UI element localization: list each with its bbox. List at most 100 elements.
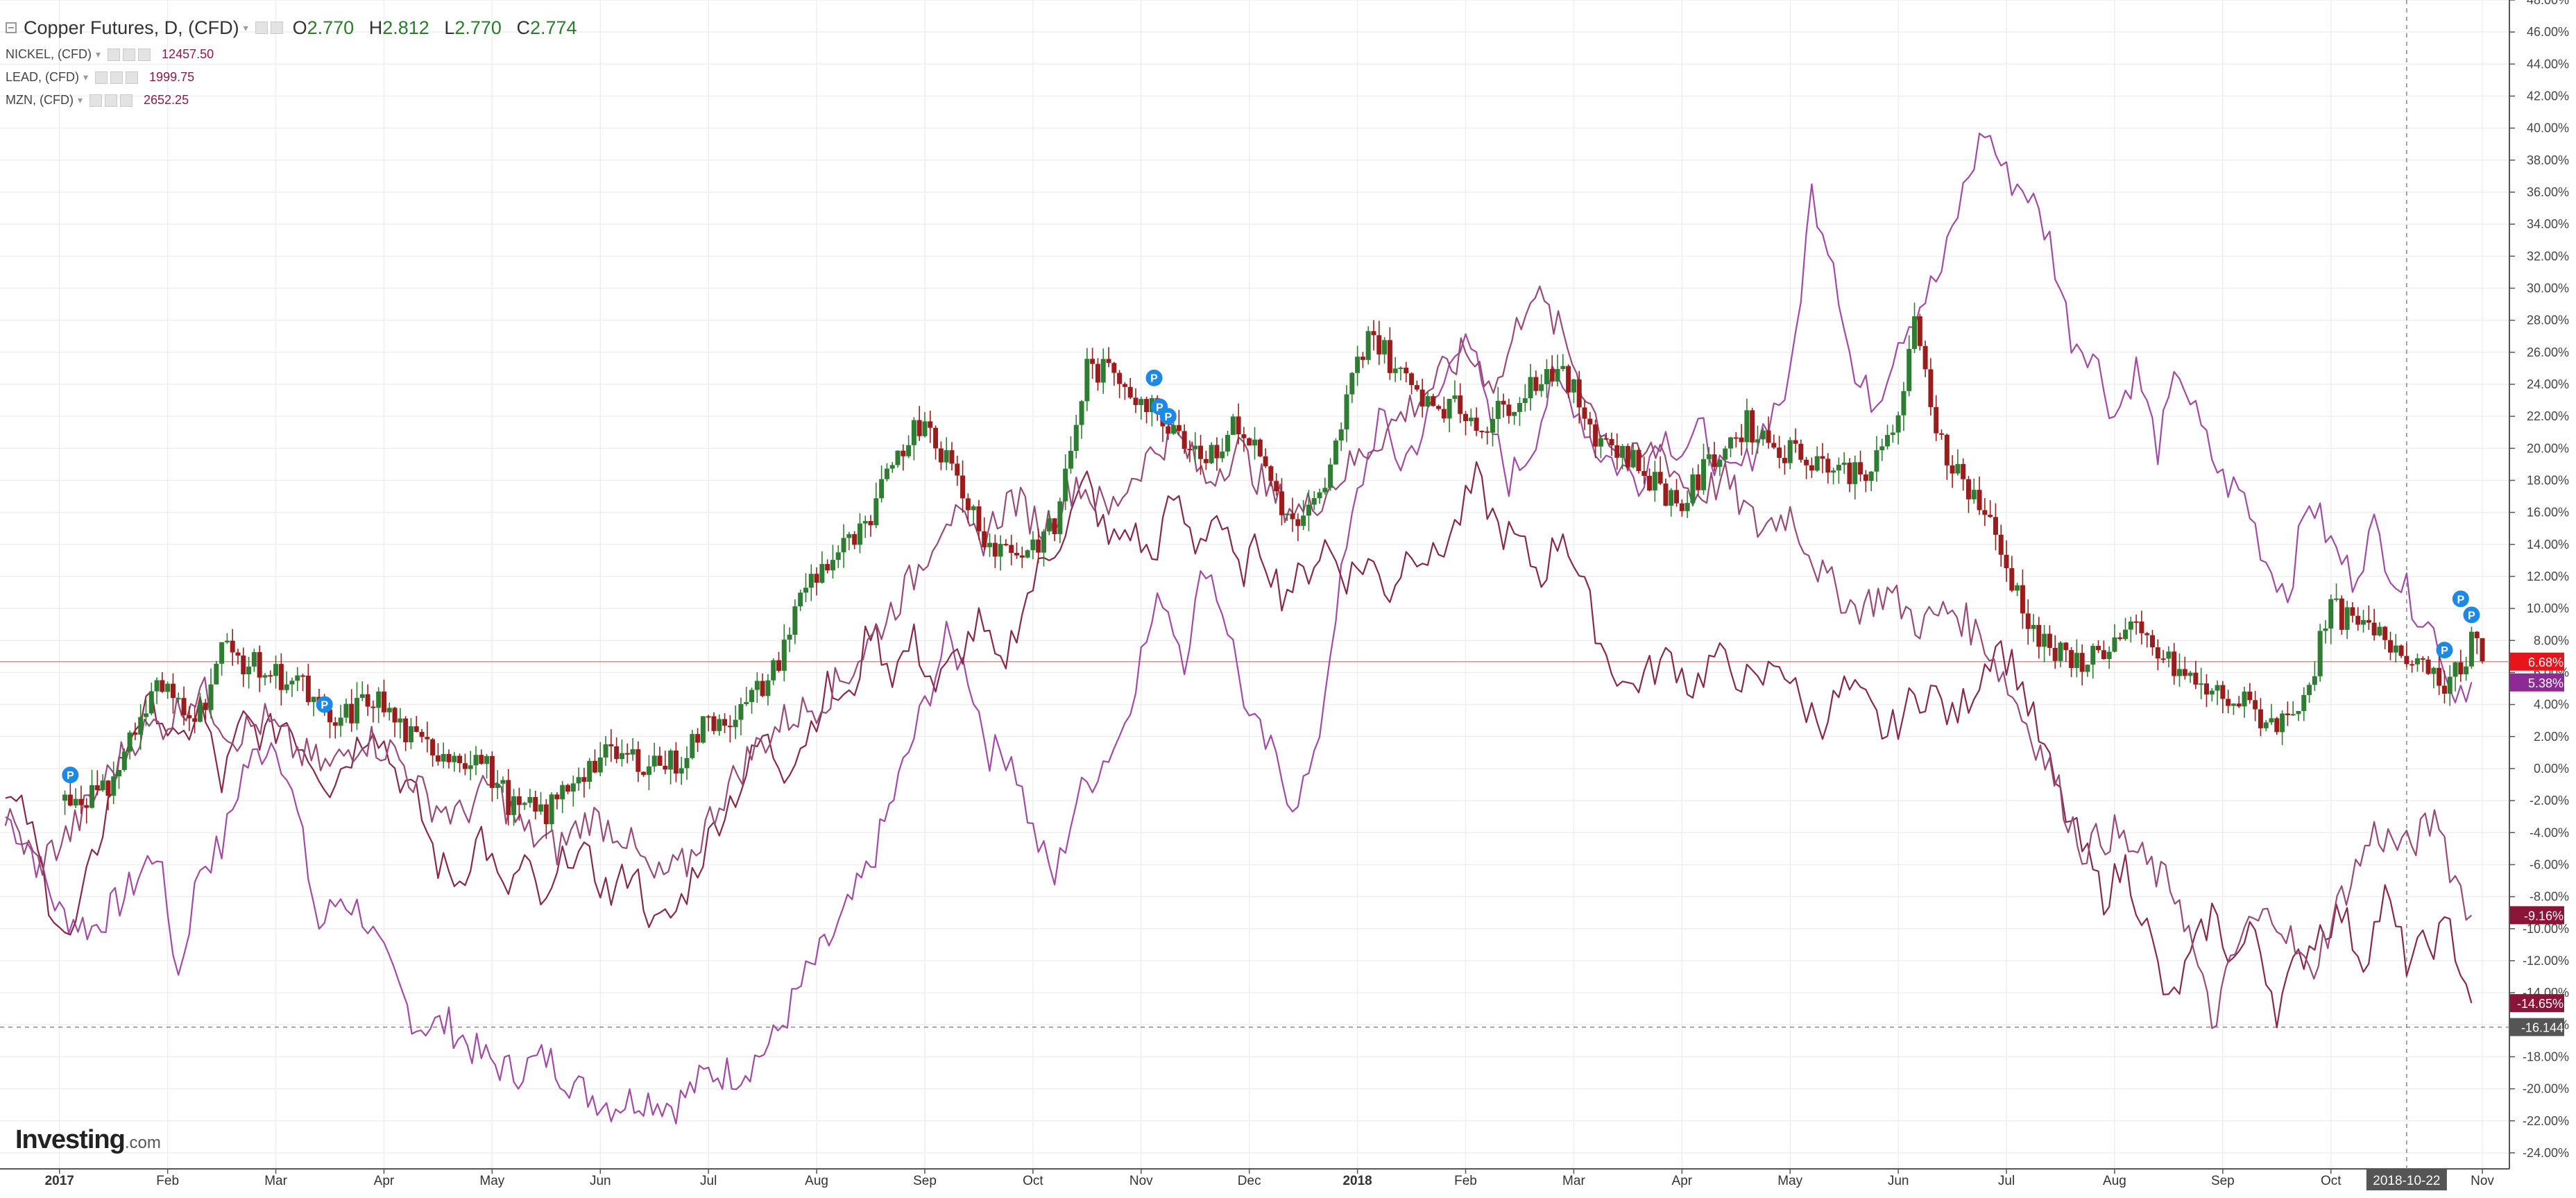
x-tick-label: Feb (1454, 1174, 1477, 1188)
candle-down (1187, 449, 1193, 451)
candle-down (1133, 397, 1138, 405)
collapse-legend-icon[interactable] (6, 22, 17, 33)
legend-study-mzn[interactable]: MZN, (CFD) ▾ 2652.25 (6, 89, 587, 112)
candle-down (1095, 363, 1100, 383)
candle-up (219, 642, 225, 664)
candle-up (1328, 464, 1333, 488)
candle-down (1809, 465, 1814, 471)
y-tick-label: -24.00% (2523, 1146, 2569, 1160)
candle-down (1566, 366, 1571, 393)
y-tick-label: 42.00% (2527, 89, 2569, 103)
candle-up (398, 718, 403, 723)
candle-down (1409, 373, 1415, 386)
candle-up (73, 798, 78, 806)
candle-down (187, 715, 192, 719)
x-tick-label: Dec (1238, 1174, 1261, 1188)
candle-down (2101, 650, 2106, 660)
visibility-icon[interactable] (108, 48, 121, 61)
candle-down (1679, 503, 1684, 511)
candle-up (738, 703, 744, 720)
settings-icon[interactable] (105, 94, 118, 107)
legend-study-lead[interactable]: LEAD, (CFD) ▾ 1999.75 (6, 66, 587, 89)
candle-up (2074, 653, 2079, 668)
candle-up (1890, 432, 1895, 435)
settings-icon[interactable] (110, 71, 123, 84)
legend-main-row[interactable]: Copper Futures, D, (CFD) ▾ O2.770 H2.812… (6, 12, 587, 43)
candle-up (1868, 471, 1874, 481)
candle-down (624, 753, 630, 755)
candle-down (636, 749, 641, 772)
candle-up (2112, 637, 2117, 652)
candle-down (2226, 699, 2231, 706)
candle-down (506, 780, 511, 815)
study-name[interactable]: MZN, (CFD) (6, 93, 74, 107)
chevron-down-icon[interactable]: ▾ (83, 71, 89, 83)
chevron-down-icon[interactable]: ▾ (77, 94, 83, 105)
candle-up (116, 769, 121, 777)
candle-down (2220, 685, 2226, 699)
candle-down (94, 785, 100, 791)
candle-up (630, 749, 636, 755)
candle-up (176, 698, 181, 700)
candle-up (1971, 490, 1977, 499)
visibility-icon[interactable] (255, 22, 268, 34)
y-tick-label: -2.00% (2530, 794, 2569, 807)
candle-down (1122, 384, 1127, 387)
study-name[interactable]: LEAD, (CFD) (6, 70, 80, 84)
visibility-icon[interactable] (95, 71, 108, 84)
candle-up (684, 758, 690, 769)
visibility-icon[interactable] (89, 94, 103, 107)
candle-up (1057, 501, 1063, 534)
candle-up (1220, 451, 1225, 459)
candle-down (1052, 518, 1057, 534)
candle-down (814, 574, 819, 583)
main-symbol-title[interactable]: Copper Futures, D, (CFD) (24, 17, 239, 38)
candle-up (1068, 450, 1073, 469)
chevron-down-icon[interactable]: ▾ (96, 49, 101, 60)
close-icon[interactable] (120, 94, 133, 107)
candle-up (835, 552, 841, 561)
candle-down (657, 755, 663, 766)
event-marker-label: P (2457, 594, 2465, 606)
x-tick-label: May (1777, 1174, 1802, 1188)
candle-up (1063, 468, 1068, 502)
candle-up (798, 592, 803, 607)
candle-up (792, 606, 798, 635)
candle-down (268, 675, 273, 677)
candle-up (1755, 439, 1760, 443)
settings-icon[interactable] (270, 22, 283, 34)
close-icon[interactable] (126, 71, 139, 84)
candle-up (2106, 651, 2112, 660)
price-badge-label: 5.38% (2528, 676, 2564, 690)
candle-down (1263, 456, 1268, 467)
candle-down (901, 450, 906, 456)
candle-up (668, 750, 674, 770)
candle-up (500, 780, 506, 784)
chevron-down-icon[interactable]: ▾ (243, 22, 248, 33)
candle-up (1344, 394, 1349, 430)
candle-up (1620, 446, 1626, 458)
candle-down (1463, 413, 1469, 422)
candle-down (381, 691, 386, 712)
candle-up (560, 785, 565, 800)
candle-up (2176, 669, 2182, 676)
event-marker (2463, 606, 2480, 624)
candle-up (1517, 402, 1522, 412)
legend-study-nickel[interactable]: NICKEL, (CFD) ▾ 12457.50 (6, 43, 587, 66)
crosshair-x-badge (2366, 1170, 2447, 1190)
candle-down (2339, 598, 2344, 630)
settings-icon[interactable] (123, 48, 136, 61)
candle-down (1934, 407, 1939, 434)
candle-down (933, 427, 939, 449)
candle-down (419, 732, 425, 737)
x-tick-label: Aug (805, 1174, 828, 1188)
close-icon[interactable] (138, 48, 151, 61)
price-badge-label: -9.16% (2524, 909, 2564, 923)
candle-down (760, 681, 765, 696)
candle-up (803, 588, 808, 593)
candle-down (2020, 585, 2025, 614)
study-name[interactable]: NICKEL, (CFD) (6, 47, 92, 61)
x-tick-label: Nov (1129, 1174, 1153, 1188)
candle-down (992, 542, 998, 557)
